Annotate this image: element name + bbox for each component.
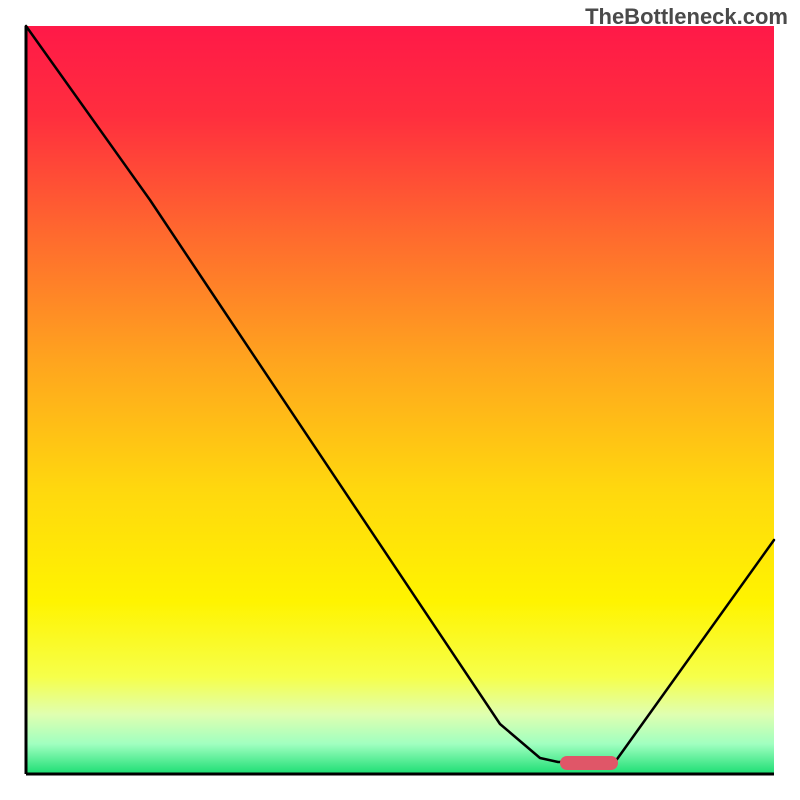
- gradient-background: [26, 26, 774, 774]
- watermark-text: TheBottleneck.com: [585, 4, 788, 30]
- bottleneck-chart: [0, 0, 800, 800]
- optimal-marker: [560, 756, 618, 770]
- chart-svg: [0, 0, 800, 800]
